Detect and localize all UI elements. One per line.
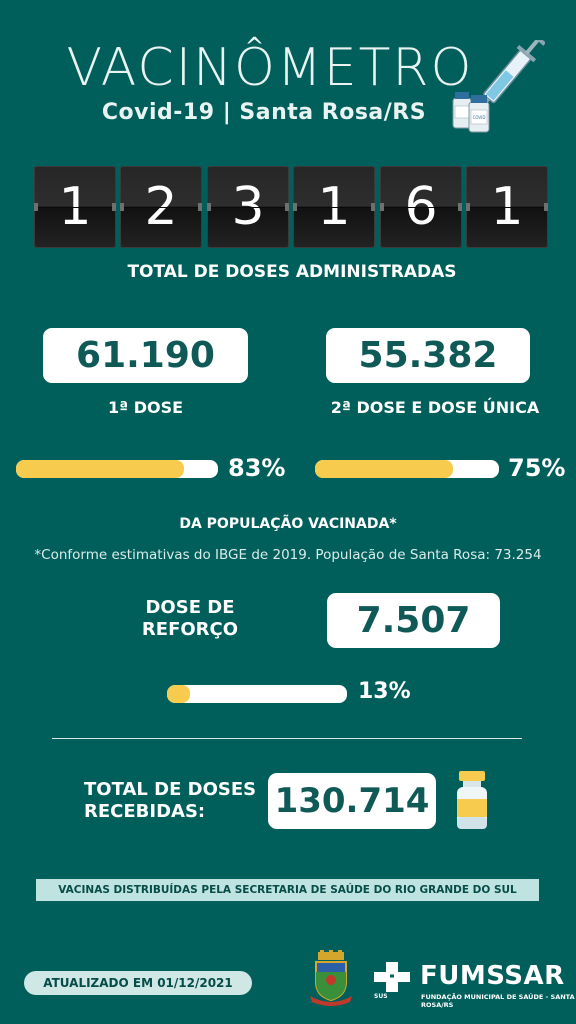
vial-label: COVID: [473, 115, 486, 120]
received-value: 130.714: [268, 773, 436, 829]
second-dose-label: 2ª DOSE E DOSE ÚNICA: [330, 398, 540, 417]
counter-digit: 1: [293, 166, 375, 248]
population-note: *Conforme estimativas do IBGE de 2019. P…: [34, 547, 542, 563]
vaccine-vial-icon: [457, 771, 487, 829]
syringe-vaccine-icon: COVID: [452, 40, 545, 133]
section-divider: [52, 738, 522, 739]
first-dose-percent: 83%: [228, 454, 286, 482]
page-title: VACINÔMETRO: [66, 38, 474, 98]
total-doses-caption: TOTAL DE DOSES ADMINISTRADAS: [127, 262, 457, 282]
distribution-banner: VACINAS DISTRIBUÍDAS PELA SECRETARIA DE …: [36, 879, 539, 901]
first-dose-value: 61.190: [43, 328, 248, 383]
counter-digit: 6: [380, 166, 462, 248]
fumssar-full-name: FUNDAÇÃO MUNICIPAL DE SAÚDE - SANTA ROSA…: [421, 993, 575, 1009]
booster-value: 7.507: [327, 593, 500, 648]
counter-digit: 1: [34, 166, 116, 248]
updated-badge: ATUALIZADO EM 01/12/2021: [24, 971, 252, 995]
population-caption: DA POPULAÇÃO VACINADA*: [179, 516, 397, 532]
counter-digit: 3: [207, 166, 289, 248]
fumssar-name: FUMSSAR: [420, 961, 565, 991]
second-dose-percent: 75%: [508, 454, 566, 482]
first-dose-progress: [16, 460, 218, 478]
received-label-line2: RECEBIDAS:: [84, 801, 206, 822]
counter-digit: 2: [120, 166, 202, 248]
booster-percent: 13%: [358, 679, 411, 704]
booster-progress: [167, 685, 347, 703]
second-dose-value: 55.382: [326, 328, 530, 383]
booster-label-line1: DOSE DE: [145, 597, 235, 618]
second-dose-progress-fill: [315, 460, 453, 478]
first-dose-progress-fill: [16, 460, 184, 478]
sus-label: SUS: [374, 993, 388, 1000]
first-dose-label: 1ª DOSE: [107, 398, 184, 417]
received-label-line1: TOTAL DE DOSES: [84, 779, 257, 800]
page-subtitle: Covid-19 | Santa Rosa/RS: [101, 100, 427, 125]
counter-digit: 1: [466, 166, 548, 248]
booster-progress-fill: [167, 685, 191, 703]
fumssar-cross-logo-icon: [374, 962, 410, 992]
second-dose-progress: [315, 460, 499, 478]
city-coat-of-arms-icon: [310, 950, 352, 1006]
booster-label-line2: REFORÇO: [141, 619, 239, 640]
